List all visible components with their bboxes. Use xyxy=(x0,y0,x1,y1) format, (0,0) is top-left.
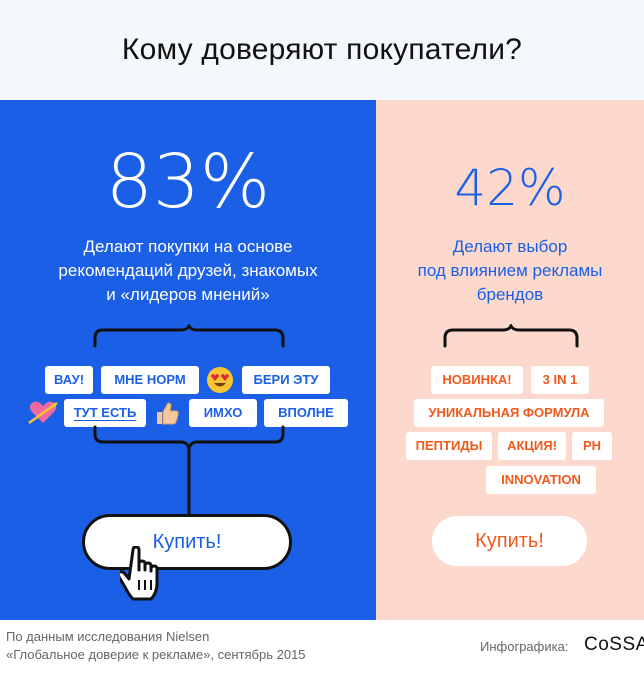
tag-tut-est: ТУТ ЕСТЬ xyxy=(64,399,146,427)
header: Кому доверяют покупатели? xyxy=(0,0,644,100)
left-description: Делают покупки на основе рекомендаций др… xyxy=(30,235,346,307)
right-description: Делают выбор под влиянием рекламы брендо… xyxy=(386,235,634,307)
left-percent: 83% xyxy=(105,139,271,225)
tag-mne-norm: МНЕ НОРМ xyxy=(101,366,199,394)
right-buy-button[interactable]: Купить! xyxy=(432,516,587,566)
tag-3-in-1: 3 IN 1 xyxy=(531,366,589,394)
right-percent: 42% xyxy=(454,159,566,217)
heart-eyes-emoji-icon xyxy=(205,366,235,402)
tag-peptidy: ПЕПТИДЫ xyxy=(406,432,492,460)
right-description-line: Делают выбор xyxy=(452,237,568,256)
heart-arrow-emoji-icon xyxy=(26,399,60,435)
tag-ph: PH xyxy=(572,432,612,460)
footer-source-line: По данным исследования Nielsen xyxy=(6,629,210,644)
left-description-line: рекомендаций друзей, знакомых xyxy=(58,261,318,280)
tag-innovation: INNOVATION xyxy=(486,466,596,494)
right-description-line: брендов xyxy=(476,285,544,304)
tag-vpolne: ВПОЛНЕ xyxy=(264,399,348,427)
footer-source: По данным исследования Nielsen «Глобальн… xyxy=(6,628,346,664)
left-buy-button[interactable]: Купить! xyxy=(82,514,292,570)
tag-novinka: НОВИНКА! xyxy=(431,366,523,394)
thumbs-up-emoji-icon xyxy=(151,399,183,435)
tag-vau: ВАУ! xyxy=(45,366,93,394)
page-title: Кому доверяют покупатели? xyxy=(121,33,523,66)
footer-credit: Инфографика: xyxy=(480,639,569,654)
hand-pointer-icon xyxy=(120,546,159,601)
left-description-line: Делают покупки на основе xyxy=(83,237,293,256)
tag-unikalnaya-formula: УНИКАЛЬНАЯ ФОРМУЛА xyxy=(414,399,604,427)
tag-akciya: АКЦИЯ! xyxy=(498,432,566,460)
tag-beri-etu: БЕРИ ЭТУ xyxy=(242,366,330,394)
footer-source-line: «Глобальное доверие к рекламе», сентябрь… xyxy=(6,647,306,662)
left-description-line: и «лидеров мнений» xyxy=(106,285,270,304)
cossa-logo: CoSSA xyxy=(584,634,644,655)
right-brace-icon xyxy=(443,324,579,348)
right-description-line: под влиянием рекламы xyxy=(417,261,603,280)
left-brace-icon xyxy=(93,324,285,348)
left-lower-brace-icon xyxy=(93,425,285,517)
tag-imho: ИМХО xyxy=(189,399,257,427)
